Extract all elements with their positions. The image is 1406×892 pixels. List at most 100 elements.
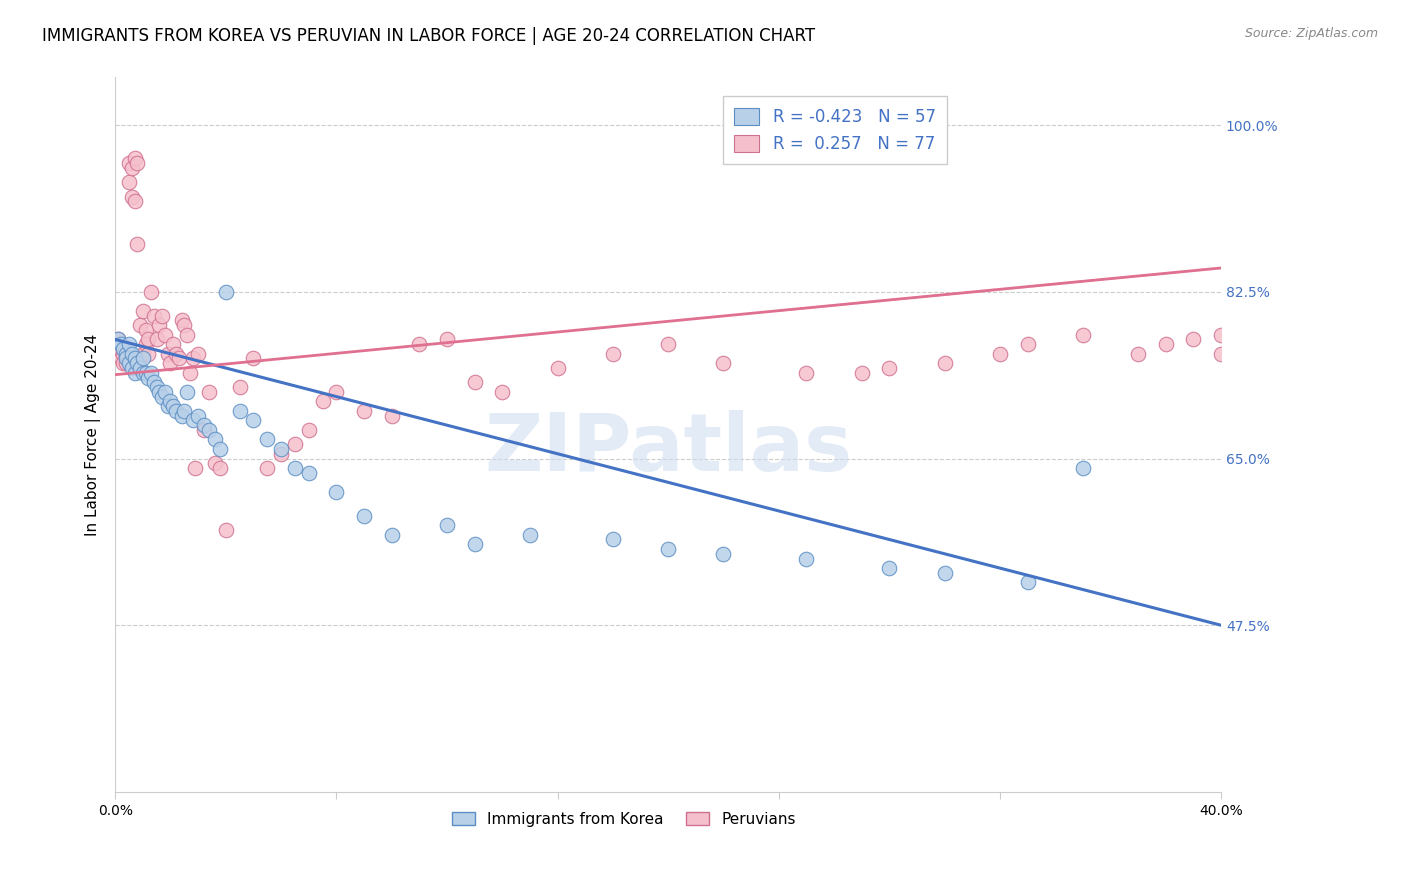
Point [284, 461, 307, 475]
Point [209, 442, 232, 456]
Point [118, 337, 141, 351]
Point [602, 533, 624, 547]
Point [187, 347, 209, 361]
Point [713, 547, 735, 561]
Point [464, 537, 486, 551]
Point [408, 337, 430, 351]
Point [138, 347, 160, 361]
Point [132, 366, 155, 380]
Point [156, 399, 179, 413]
Point [135, 366, 157, 380]
Point [121, 161, 143, 175]
Point [124, 366, 146, 380]
Point [298, 423, 321, 437]
Point [796, 366, 818, 380]
Point [176, 327, 198, 342]
Point [242, 351, 264, 366]
Point [138, 333, 160, 347]
Point [129, 351, 152, 366]
Point [129, 318, 152, 333]
Point [139, 366, 162, 380]
Point [851, 366, 873, 380]
Point [1126, 347, 1149, 361]
Point [121, 189, 143, 203]
Point [228, 404, 250, 418]
Point [159, 356, 181, 370]
Point [173, 318, 195, 333]
Point [657, 541, 679, 556]
Point [135, 337, 157, 351]
Point [491, 384, 513, 399]
Text: Source: ZipAtlas.com: Source: ZipAtlas.com [1244, 27, 1378, 40]
Point [713, 356, 735, 370]
Point [242, 413, 264, 427]
Point [127, 356, 149, 370]
Point [115, 356, 138, 370]
Point [165, 347, 187, 361]
Point [256, 461, 278, 475]
Point [215, 285, 238, 299]
Point [187, 409, 209, 423]
Point [118, 156, 141, 170]
Point [110, 351, 132, 366]
Point [167, 351, 190, 366]
Point [215, 523, 238, 537]
Point [173, 404, 195, 418]
Point [988, 347, 1011, 361]
Point [325, 384, 347, 399]
Point [138, 370, 160, 384]
Point [193, 423, 215, 437]
Point [165, 404, 187, 418]
Point [934, 356, 956, 370]
Point [115, 347, 138, 361]
Point [602, 347, 624, 361]
Point [129, 361, 152, 376]
Point [150, 309, 173, 323]
Point [353, 508, 375, 523]
Point [381, 409, 404, 423]
Point [118, 356, 141, 370]
Point [381, 527, 404, 541]
Point [115, 347, 138, 361]
Point [118, 175, 141, 189]
Point [107, 333, 129, 347]
Point [204, 456, 226, 470]
Point [1017, 575, 1039, 590]
Point [284, 437, 307, 451]
Point [1209, 327, 1232, 342]
Point [132, 351, 155, 366]
Point [148, 384, 170, 399]
Point [877, 361, 900, 376]
Point [115, 351, 138, 366]
Point [107, 347, 129, 361]
Point [124, 194, 146, 209]
Point [657, 337, 679, 351]
Point [145, 380, 167, 394]
Point [181, 413, 204, 427]
Point [132, 303, 155, 318]
Point [139, 285, 162, 299]
Point [184, 461, 207, 475]
Point [112, 347, 135, 361]
Point [135, 323, 157, 337]
Point [162, 337, 184, 351]
Y-axis label: In Labor Force | Age 20-24: In Labor Force | Age 20-24 [86, 334, 101, 536]
Point [209, 461, 232, 475]
Point [1071, 327, 1094, 342]
Point [162, 399, 184, 413]
Point [153, 384, 176, 399]
Point [121, 347, 143, 361]
Point [464, 376, 486, 390]
Point [107, 333, 129, 347]
Point [298, 466, 321, 480]
Legend: Immigrants from Korea, Peruvians: Immigrants from Korea, Peruvians [444, 804, 804, 834]
Point [124, 351, 146, 366]
Point [353, 404, 375, 418]
Point [148, 318, 170, 333]
Point [256, 433, 278, 447]
Point [145, 333, 167, 347]
Point [110, 337, 132, 351]
Point [170, 313, 193, 327]
Point [1071, 461, 1094, 475]
Point [436, 518, 458, 533]
